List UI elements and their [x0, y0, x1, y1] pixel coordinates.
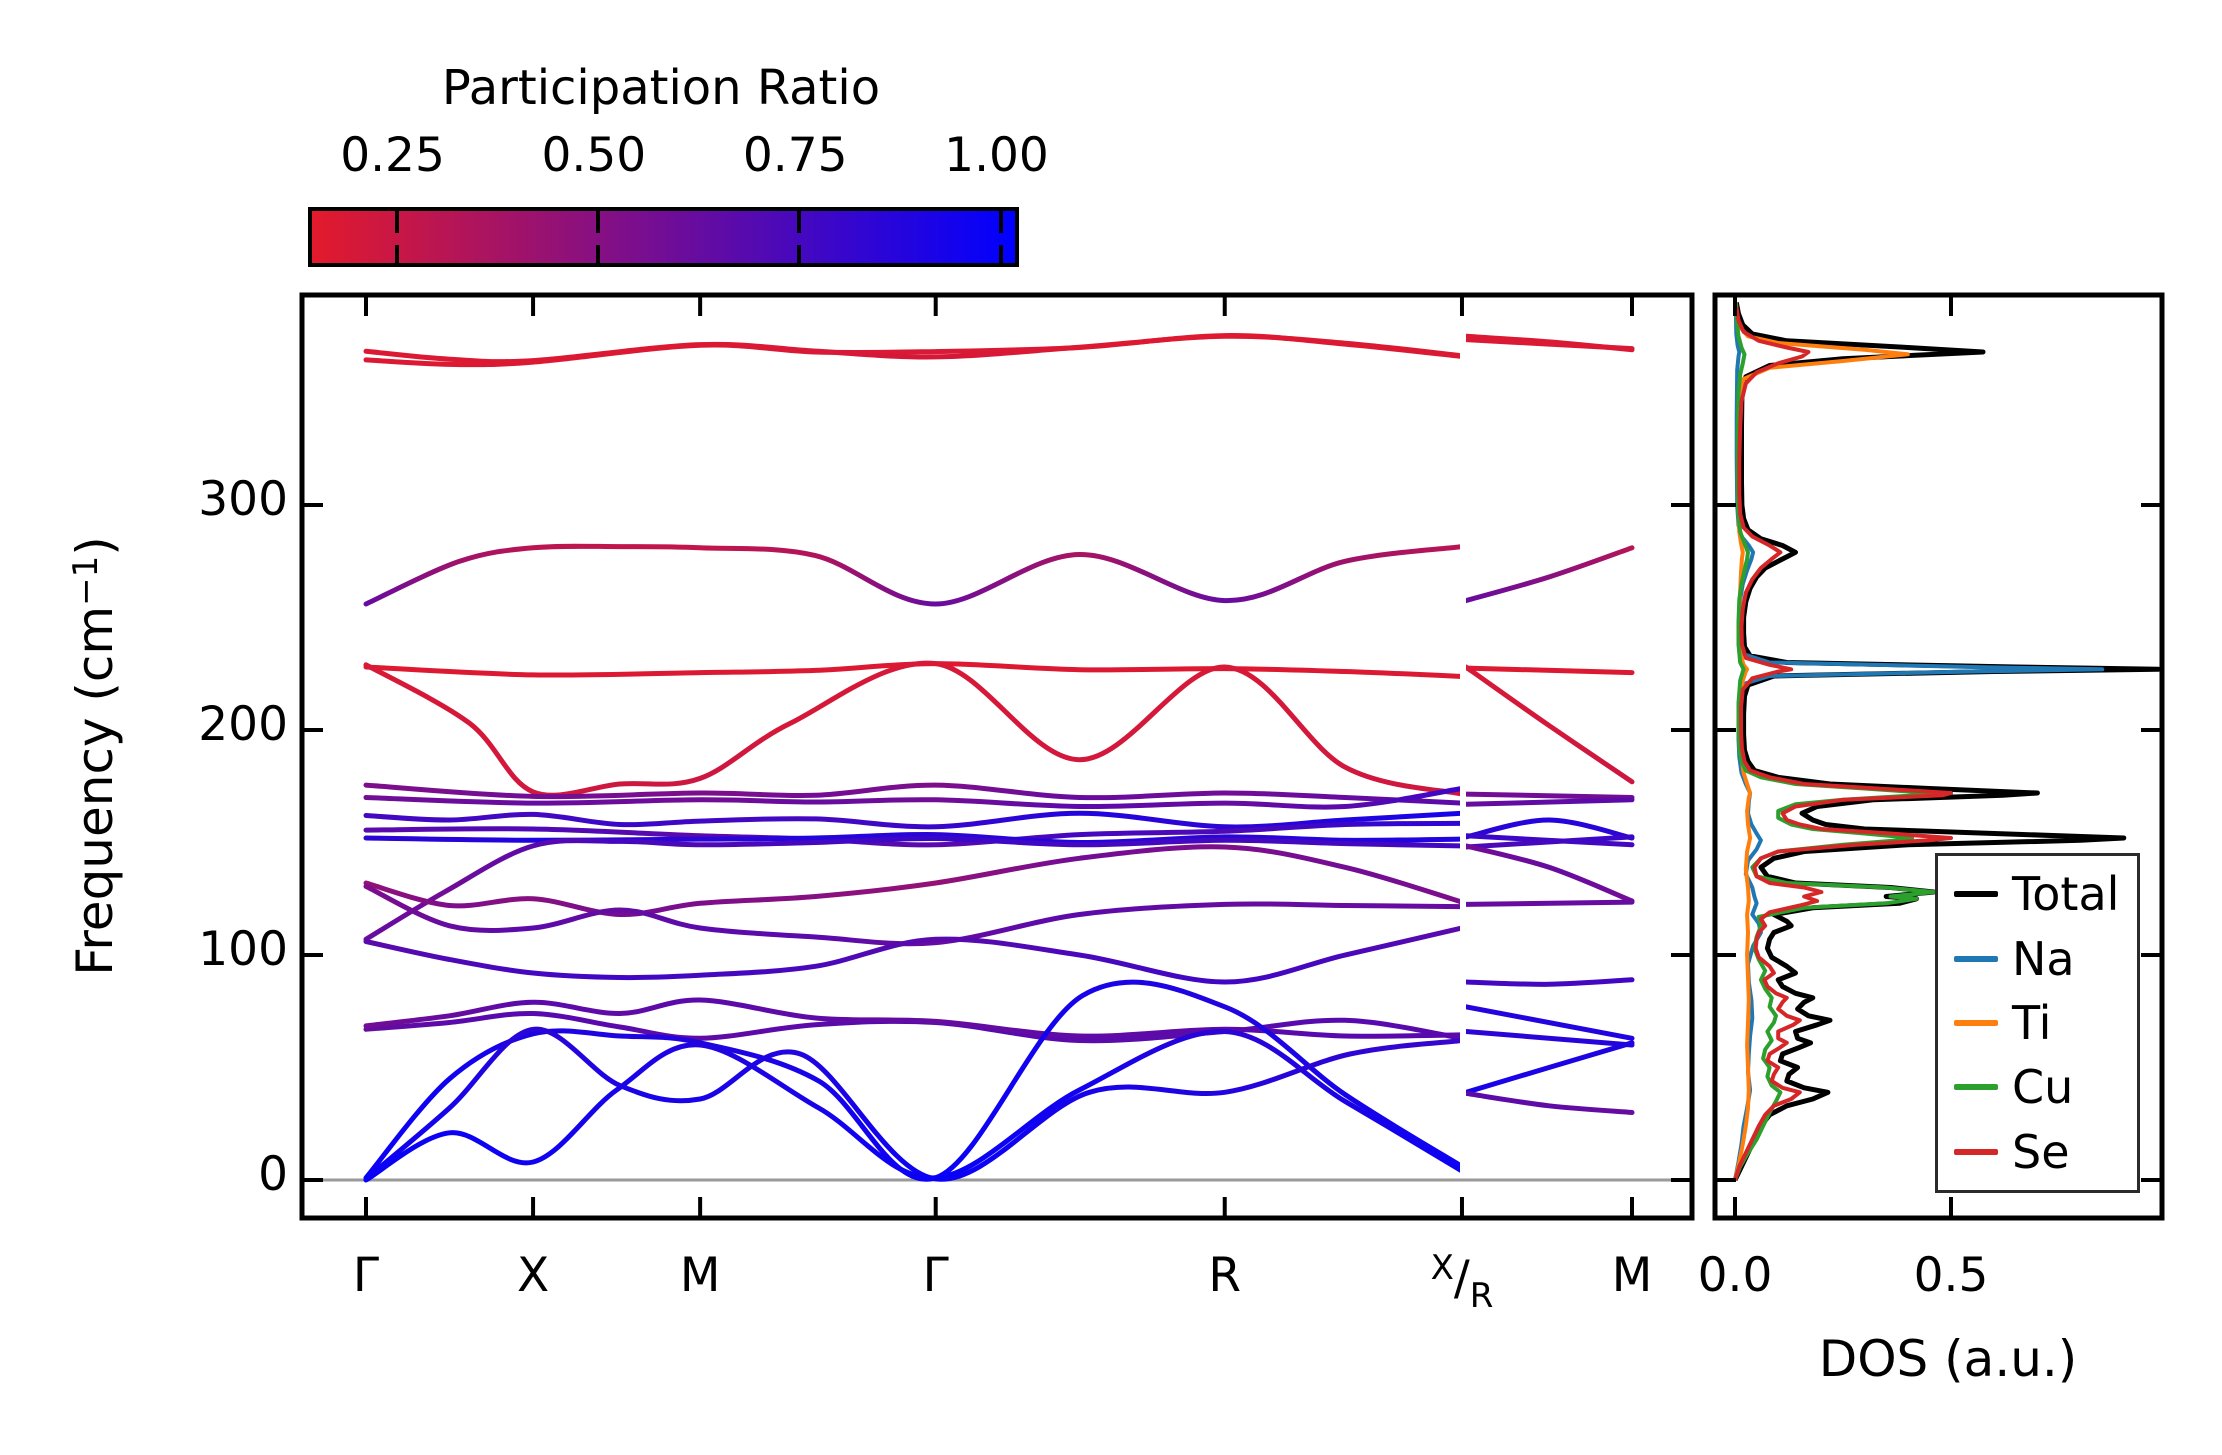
phonon-band — [1466, 1029, 1635, 1048]
phonon-band — [1466, 1090, 1635, 1115]
colorbar-tick — [394, 211, 399, 233]
dos-legend: Total Na Ti Cu Se — [1935, 853, 2140, 1193]
dos-panel-frame — [1712, 292, 2165, 1221]
legend-item-total: Total — [1954, 871, 2137, 917]
kpoint-tick-label: R — [1208, 1248, 1242, 1303]
colorbar-tick-label: 0.75 — [742, 128, 848, 183]
legend-swatch — [1954, 955, 1998, 962]
colorbar-tick-label: 0.25 — [340, 128, 445, 183]
phonon-band — [363, 1026, 1460, 1182]
legend-label: Total — [2012, 867, 2120, 922]
dos-curve-total — [1732, 302, 2160, 1182]
phonon-band — [363, 810, 1460, 830]
colorbar-tick — [595, 211, 600, 233]
kpoint-tick-label: X — [516, 1248, 550, 1303]
phonon-band — [1466, 899, 1635, 907]
dos-curve-ti — [1733, 302, 1910, 1181]
phonon-band — [1466, 977, 1635, 987]
dos-curves — [1732, 302, 2160, 1182]
phonon-band — [363, 1010, 1460, 1044]
phonon-band — [363, 883, 1460, 947]
phonon-band — [363, 820, 1460, 848]
dos-tick-label: 0.0 — [1697, 1248, 1773, 1303]
phonon-band — [1466, 545, 1635, 604]
phonon-band — [363, 782, 1460, 806]
legend-label: Ti — [2012, 995, 2052, 1050]
dos-axis-label: DOS (a.u.) — [1818, 1330, 2078, 1388]
phonon-band — [363, 979, 1460, 1182]
legend-item-ti: Ti — [1954, 1000, 2137, 1046]
legend-item-se: Se — [1954, 1129, 2137, 1175]
legend-label: Na — [2012, 931, 2075, 986]
band-lines-panel1 — [363, 333, 1460, 1183]
frequency-axis-label: Frequency (cm−1) — [66, 536, 124, 976]
legend-label: Se — [2012, 1124, 2070, 1179]
kpoint-tick-label: Γ — [352, 1248, 380, 1303]
legend-swatch — [1954, 1148, 1998, 1155]
phonon-band — [1466, 817, 1635, 841]
phonon-band — [1466, 664, 1635, 785]
phonon-band — [363, 786, 1460, 810]
band-panel-frame — [299, 292, 1695, 1221]
phonon-band — [1466, 843, 1635, 904]
legend-swatch — [1954, 1084, 1998, 1091]
phonon-band — [363, 835, 1460, 942]
colorbar-tick — [797, 211, 802, 233]
kpoint-tick-label: M — [1611, 1248, 1653, 1303]
colorbar-tick — [595, 245, 600, 263]
phonon-band — [1466, 337, 1635, 352]
legend-item-na: Na — [1954, 936, 2137, 982]
legend-swatch — [1954, 1019, 1998, 1026]
phonon-band — [363, 543, 1460, 607]
frequency-tick-label: 100 — [198, 922, 288, 977]
colorbar-tick — [998, 245, 1003, 263]
phonon-band — [1466, 1040, 1635, 1095]
colorbar-tick — [998, 211, 1003, 233]
frequency-tick-label: 200 — [198, 697, 288, 752]
legend-swatch — [1954, 891, 1998, 898]
dos-tick-label: 0.5 — [1913, 1248, 1989, 1303]
phonon-band — [363, 1028, 1460, 1183]
phonon-band — [363, 333, 1460, 365]
participation-ratio-colorbar — [308, 207, 1019, 267]
dos-curve-cu — [1733, 302, 1936, 1181]
kpoint-tick-label: M — [679, 1248, 721, 1303]
phonon-band — [1466, 791, 1635, 800]
legend-label: Cu — [2012, 1060, 2074, 1115]
phonon-band — [1466, 797, 1635, 807]
colorbar-title: Participation Ratio — [441, 60, 881, 116]
phonon-band — [363, 844, 1460, 918]
colorbar-tick-label: 0.50 — [541, 128, 647, 183]
band-lines-panel2 — [1466, 333, 1635, 1115]
frequency-tick-label: 0 — [258, 1147, 288, 1202]
phonon-band — [1466, 834, 1635, 850]
phonon-band — [1466, 1004, 1635, 1041]
phonon-band — [363, 660, 1460, 798]
dos-curve-se — [1733, 306, 1953, 1181]
frequency-tick-label: 300 — [198, 472, 288, 527]
colorbar-tick-label: 1.00 — [944, 128, 1049, 183]
colorbar-tick — [797, 245, 802, 263]
phonon-band — [1466, 665, 1635, 676]
kpoint-tick-label: X/R — [1430, 1248, 1494, 1316]
kpoint-tick-label: Γ — [922, 1248, 949, 1303]
phonon-band — [363, 925, 1460, 985]
colorbar-tick — [394, 245, 399, 263]
legend-item-cu: Cu — [1954, 1064, 2137, 1110]
